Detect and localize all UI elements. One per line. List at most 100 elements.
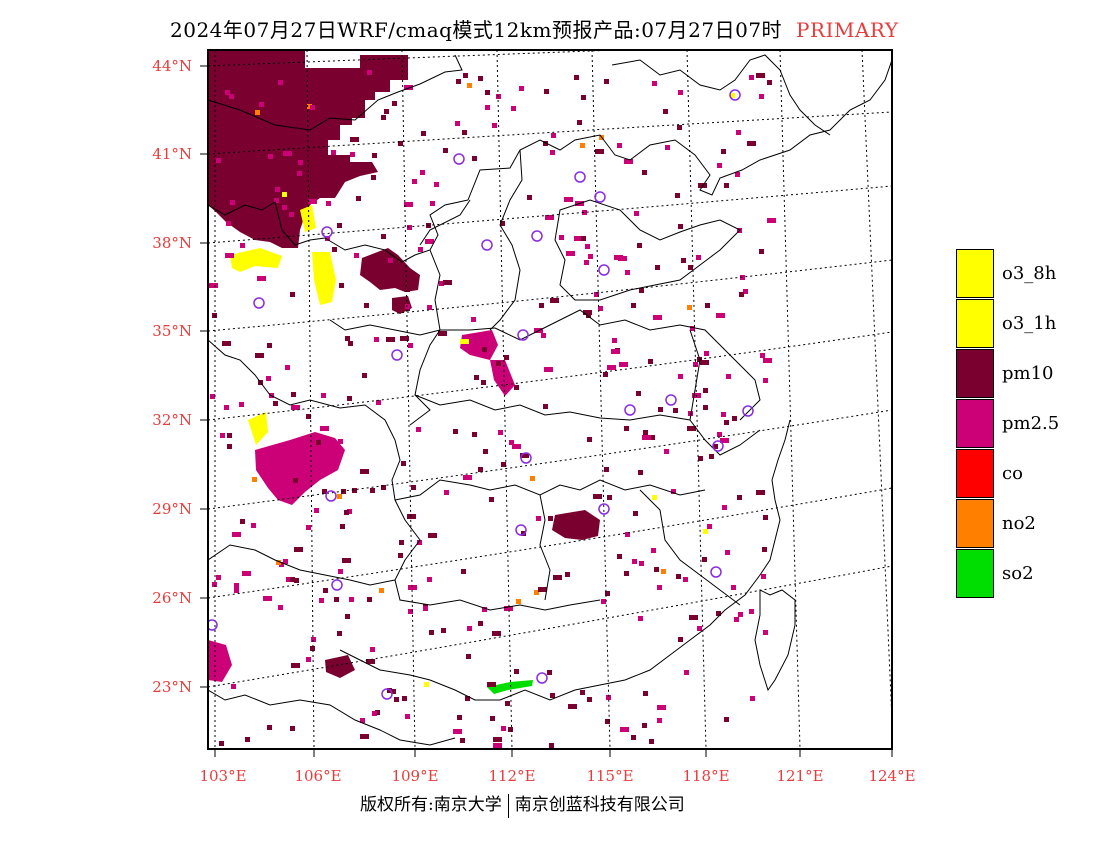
station-marker	[515, 524, 527, 536]
pollution-pixel	[266, 376, 271, 381]
pollution-pixel	[229, 94, 234, 99]
pollution-pixel	[370, 647, 375, 652]
pollution-pixel	[356, 196, 361, 201]
pollution-pixel	[482, 347, 487, 352]
pollution-pixel	[311, 637, 316, 642]
pollution-pixel	[617, 143, 622, 148]
pollution-pixel	[434, 182, 439, 187]
pollution-pixel	[366, 659, 375, 664]
pollution-pixel	[512, 444, 521, 449]
pollution-pixel	[527, 195, 532, 200]
lon-label-106: 106°E	[294, 767, 342, 785]
pollution-pixel	[399, 540, 404, 545]
pollution-pixel	[740, 275, 745, 280]
pollution-pixel	[371, 175, 376, 180]
pollution-pixel	[294, 547, 303, 552]
pollution-pixel	[319, 598, 324, 603]
pollution-pixel	[693, 362, 698, 367]
pollution-pixel	[367, 597, 372, 602]
pollution-pixel	[511, 106, 516, 111]
pollution-pixel	[663, 109, 668, 114]
lon-label-118: 118°E	[682, 767, 730, 785]
station-marker	[453, 153, 465, 165]
pollution-pixel	[574, 75, 579, 80]
pollution-pixel	[678, 637, 683, 642]
pollution-pixel	[401, 461, 406, 466]
pollution-pixel	[283, 151, 292, 156]
pollution-pixel	[360, 734, 369, 739]
station-marker	[742, 405, 754, 417]
pollution-pixel	[344, 510, 349, 515]
pollution-pixel	[549, 743, 554, 748]
pollution-pixel	[251, 523, 256, 528]
pollution-pixel	[345, 336, 350, 341]
pollution-pixel	[612, 338, 617, 343]
pollution-pixel	[472, 156, 477, 161]
pollution-pixel	[276, 560, 281, 565]
pollution-pixel	[443, 280, 452, 285]
pollution-pixel	[580, 143, 585, 148]
pollution-pixel	[636, 391, 641, 396]
pollution-pixel	[225, 253, 234, 258]
pollution-pixel	[664, 449, 669, 454]
pollution-pixel	[291, 392, 296, 397]
pollution-pixel	[581, 236, 586, 241]
legend-swatch	[956, 299, 994, 348]
pollution-pixel	[737, 495, 742, 500]
pollution-pixel	[731, 585, 736, 590]
pollution-pixel	[683, 577, 688, 582]
pollution-pixel	[402, 696, 407, 701]
pollution-pixel	[565, 572, 570, 577]
pollution-pixel	[582, 210, 587, 215]
footer-divider	[507, 793, 509, 818]
pollution-pixel	[498, 430, 503, 435]
pollution-pixel	[657, 718, 662, 723]
pollution-pixel	[248, 220, 253, 225]
pollution-pixel	[216, 158, 221, 163]
pollution-pixel	[587, 697, 592, 702]
pollution-pixel	[364, 303, 369, 308]
station-marker	[710, 566, 722, 578]
pollution-pixel	[381, 485, 386, 490]
pollution-pixel	[717, 163, 722, 168]
pollution-pixel	[541, 333, 546, 338]
pollution-pixel	[289, 212, 294, 217]
pollution-pixel	[405, 714, 410, 719]
pollution-pixel	[427, 577, 432, 582]
pollution-pixel	[496, 361, 501, 366]
pollution-pixel	[631, 303, 636, 308]
pollution-pixel	[678, 90, 683, 95]
pollution-pixel	[424, 682, 429, 687]
pollution-pixel	[291, 663, 300, 668]
pollution-pixel	[676, 574, 681, 579]
pollution-pixel	[606, 695, 611, 700]
pollution-pixel	[654, 567, 659, 572]
pollution-pixel	[607, 495, 612, 500]
o3-region-gansu-2	[312, 252, 336, 305]
pollution-pixel	[505, 701, 510, 706]
pollution-pixel	[730, 93, 735, 98]
pollution-pixel	[500, 221, 505, 226]
pollution-pixel	[325, 236, 330, 241]
map-title: 2024年07月27日WRF/cmaq模式12km预报产品:07月27日07时 P…	[170, 14, 899, 43]
pollution-pixel	[209, 283, 218, 288]
pollution-pixel	[282, 205, 287, 210]
pollution-pixel	[267, 725, 272, 730]
pollution-pixel	[611, 349, 620, 354]
pollution-pixel	[257, 166, 262, 171]
copyright-footer: 版权所有:南京大学 南京创蓝科技有限公司	[360, 790, 685, 818]
pollution-pixel	[687, 426, 696, 431]
station-marker	[574, 171, 586, 183]
pollution-pixel	[224, 405, 229, 410]
pollution-pixel	[222, 341, 231, 346]
pollution-pixel	[429, 630, 434, 635]
lat-label-38: 38°N	[152, 234, 192, 252]
pollution-pixel	[278, 473, 283, 478]
pollution-pixel	[340, 524, 345, 529]
pollution-pixel	[457, 715, 462, 720]
station-marker	[712, 440, 724, 452]
pollution-pixel	[381, 115, 386, 120]
pollution-pixel	[713, 444, 718, 449]
station-marker	[520, 452, 532, 464]
pollution-pixel	[482, 607, 487, 612]
